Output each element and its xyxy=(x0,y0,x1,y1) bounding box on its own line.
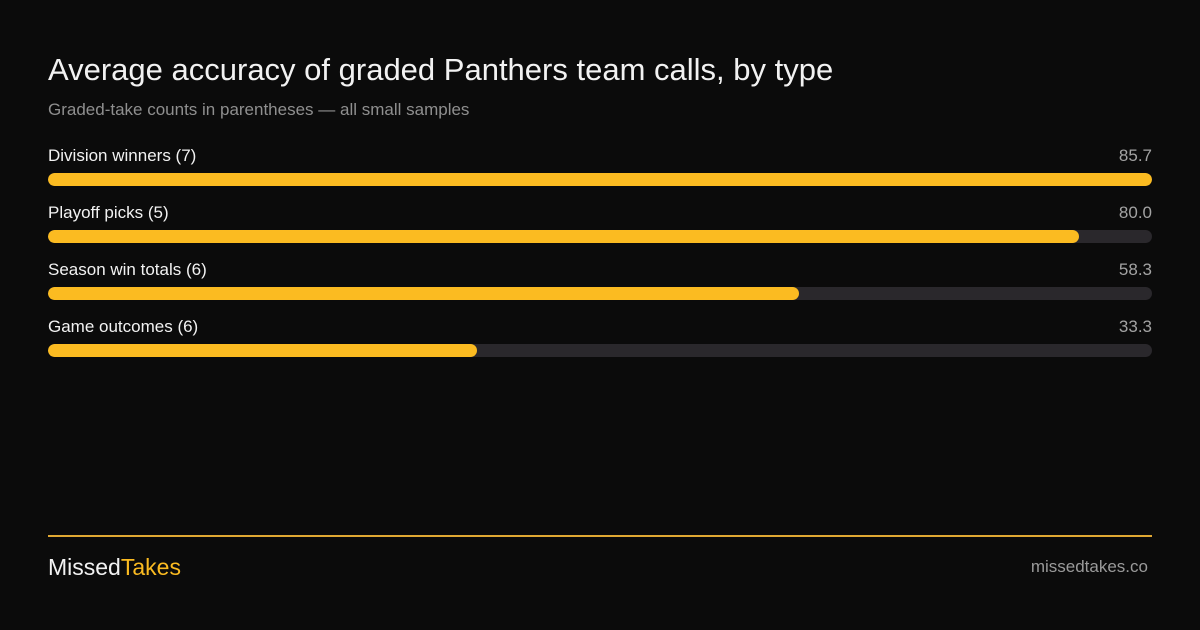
bar-value-label: 80.0 xyxy=(1118,203,1152,222)
bar-label: Season win totals (6) xyxy=(48,260,207,279)
bar-value-label: 58.3 xyxy=(1118,260,1152,279)
bar xyxy=(48,344,477,357)
bar-track xyxy=(48,230,1152,243)
bar-track xyxy=(48,344,1152,357)
bar-label: Division winners (7) xyxy=(48,146,197,165)
bar-row: Game outcomes (6) 33.3 xyxy=(48,315,1152,372)
chart-subtitle: Graded-take counts in parentheses — all … xyxy=(48,100,470,119)
bar-value-label: 33.3 xyxy=(1118,317,1152,336)
bar xyxy=(48,173,1152,186)
bar xyxy=(48,287,800,300)
footer-divider xyxy=(48,535,1152,537)
bar-track xyxy=(48,173,1152,186)
chart-title: Average accuracy of graded Panthers team… xyxy=(48,52,834,87)
bar-label: Playoff picks (5) xyxy=(48,203,169,222)
brand-logo: MissedTakes xyxy=(48,552,181,582)
bar-value-label: 85.7 xyxy=(1118,146,1152,165)
bar xyxy=(48,230,1079,243)
brand-logo-part2: Takes xyxy=(120,554,181,580)
bar-chart: Division winners (7) 85.7 Playoff picks (5… xyxy=(48,144,1152,372)
bar-row: Season win totals (6) 58.3 xyxy=(48,258,1152,315)
bar-row: Playoff picks (5) 80.0 xyxy=(48,201,1152,258)
brand-logo-part1: Missed xyxy=(48,554,121,580)
bar-track xyxy=(48,287,1152,300)
bar-row: Division winners (7) 85.7 xyxy=(48,144,1152,201)
bar-label: Game outcomes (6) xyxy=(48,317,199,336)
site-url: missedtakes.co xyxy=(1030,557,1148,576)
